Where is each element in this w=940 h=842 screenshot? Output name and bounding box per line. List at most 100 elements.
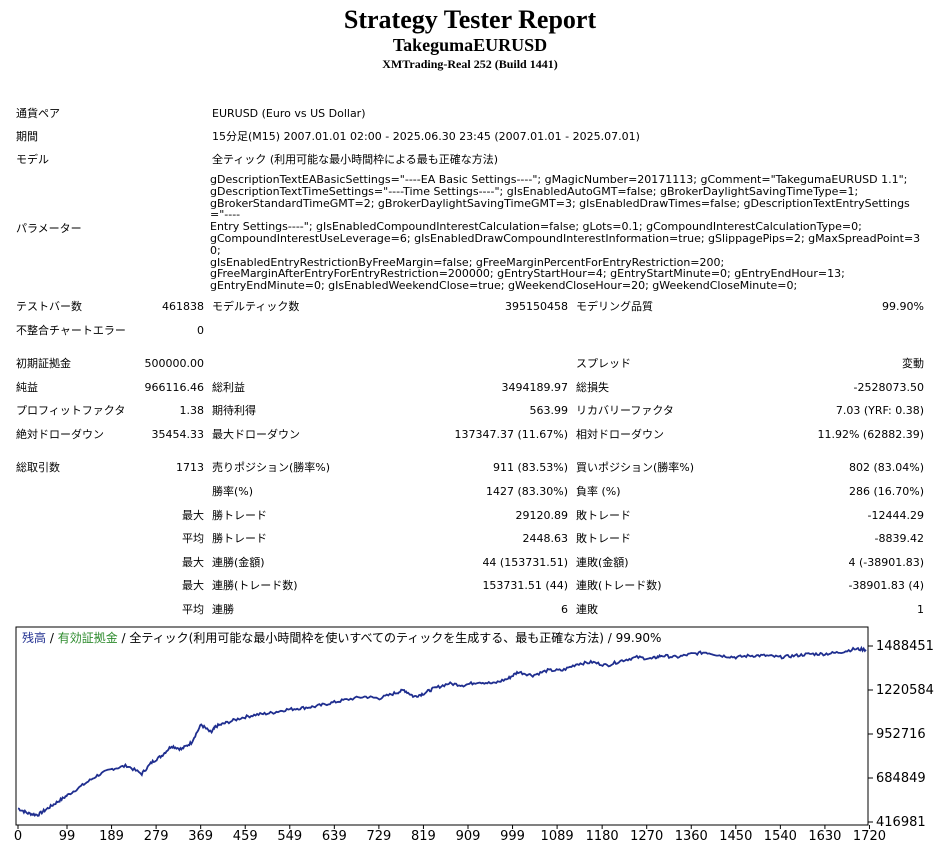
- x-tick-label: 189: [99, 829, 124, 842]
- abs-drawdown-label: 絶対ドローダウン: [16, 428, 104, 441]
- bars-label: テストバー数: [16, 300, 82, 313]
- symbol-value: EURUSD (Euro vs US Dollar): [212, 107, 366, 120]
- expected-payoff-label: 期待利得: [212, 404, 256, 417]
- max-label: 最大: [182, 556, 204, 569]
- report-title: Strategy Tester Report: [343, 5, 597, 34]
- avg-loss-value: -8839.42: [874, 532, 924, 545]
- expected-payoff-value: 563.99: [529, 404, 569, 417]
- consec-win-trades-label: 連勝(トレード数): [212, 579, 298, 592]
- ea-name: TakegumaEURUSD: [392, 35, 548, 55]
- win-trade-label: 勝トレード: [212, 509, 267, 522]
- y-tick-label: 1488451: [876, 639, 934, 654]
- balance-chart: 0 99 189 279 369 459 549 639 729 819 909 999 1089 118…: [14, 626, 934, 842]
- x-tick-label: 1450: [719, 829, 752, 842]
- consec-win-amount-value: 44 (153731.51): [482, 556, 568, 569]
- consec-loss-trades-label: 連敗(トレード数): [576, 579, 662, 592]
- net-profit-label: 純益: [16, 381, 38, 394]
- profit-factor-label: プロフィットファクタ: [16, 404, 126, 417]
- x-tick-label: 1630: [808, 829, 841, 842]
- x-tick-label: 819: [411, 829, 436, 842]
- chart-frame: [15, 626, 869, 826]
- x-tick-label: 549: [277, 829, 302, 842]
- quality-value: 99.90%: [882, 300, 924, 313]
- x-tick-label: 459: [233, 829, 258, 842]
- y-tick-label: 1220584: [876, 683, 934, 698]
- profit-factor-value: 1.38: [179, 404, 205, 417]
- y-tick-label: 952716: [876, 727, 926, 742]
- win-trade-label: 勝トレード: [212, 532, 267, 545]
- max-drawdown-label: 最大ドローダウン: [212, 428, 300, 441]
- x-tick-label: 0: [14, 829, 22, 842]
- x-tick-label: 1089: [541, 829, 574, 842]
- balance-series-line: [17, 645, 867, 818]
- loss-trade-label: 敗トレード: [576, 532, 631, 545]
- x-tick-label: 1540: [764, 829, 797, 842]
- params-label: パラメーター: [16, 222, 82, 235]
- max-win-value: 29120.89: [515, 509, 569, 522]
- legend-separator: /: [46, 631, 58, 645]
- short-positions-value: 911 (83.53%): [492, 461, 568, 474]
- legend-balance: 残高: [22, 631, 47, 645]
- params-line: gFreeMarginAfterEntryForEntryRestriction…: [210, 267, 845, 281]
- params-value: gDescriptionTextEABasicSettings="----EA …: [210, 174, 922, 292]
- legend-model: 全ティック(利用可能な最小時間枠を使いすべてのティックを生成する、最も正確な方法…: [129, 631, 604, 645]
- avg-label: 平均: [182, 532, 204, 545]
- params-line: gCompoundInterestUseLeverage=6; gIsEnabl…: [210, 231, 921, 257]
- y-tick-label: 416981: [876, 815, 926, 830]
- avg-consec-loss-value: 1: [917, 603, 924, 616]
- avg-consec-loss-label: 連敗: [576, 603, 598, 616]
- total-trades-label: 総取引数: [16, 461, 60, 474]
- legend-separator: /: [117, 631, 130, 645]
- rel-drawdown-label: 相対ドローダウン: [576, 428, 664, 441]
- params-line: gBrokerStandardTimeGMT=2; gBrokerDayligh…: [210, 196, 910, 222]
- max-drawdown-value: 137347.37 (11.67%): [454, 428, 568, 441]
- y-tick-label: 684849: [876, 771, 926, 786]
- deposit-label: 初期証拠金: [16, 357, 71, 370]
- x-tick-label: 1360: [675, 829, 708, 842]
- x-tick-label: 639: [322, 829, 347, 842]
- short-positions-label: 売りポジション(勝率%): [212, 461, 331, 474]
- deposit-value: 500000.00: [144, 357, 205, 370]
- gross-profit-label: 総利益: [212, 381, 245, 394]
- loss-rate-label: 負率 (%): [576, 485, 621, 498]
- y-axis-ticks: 1488451 1220584 952716 684849 416981: [868, 639, 934, 830]
- net-profit-value: 966116.46: [144, 381, 205, 394]
- recovery-factor-value: 7.03 (YRF: 0.38): [835, 404, 924, 417]
- model-label: モデル: [16, 153, 49, 166]
- params-line: gEntryEndMinute=0; gIsEnabledWeekendClos…: [210, 279, 798, 293]
- consec-loss-amount-label: 連敗(金額): [576, 556, 629, 569]
- x-tick-label: 1270: [630, 829, 663, 842]
- ticks-value: 395150458: [505, 300, 568, 313]
- legend-equity: 有効証拠金: [57, 631, 118, 645]
- recovery-factor-label: リカバリーファクタ: [576, 404, 674, 417]
- spread-value: 変動: [902, 357, 924, 370]
- x-tick-label: 1180: [586, 829, 619, 842]
- x-tick-label: 279: [144, 829, 169, 842]
- max-loss-value: -12444.29: [867, 509, 924, 522]
- params-line: Entry Settings----"; gIsEnabledCompoundI…: [210, 220, 862, 234]
- x-tick-label: 999: [500, 829, 525, 842]
- win-rate-value: 1427 (83.30%): [485, 485, 568, 498]
- bars-value: 461838: [162, 300, 204, 313]
- x-tick-label: 1720: [853, 829, 886, 842]
- broker-info: XMTrading-Real 252 (Build 1441): [382, 57, 558, 71]
- gross-loss-label: 総損失: [576, 381, 609, 394]
- max-label: 最大: [182, 509, 204, 522]
- params-line: gDescriptionTextEABasicSettings="----EA …: [210, 173, 908, 186]
- loss-trade-label: 敗トレード: [576, 509, 631, 522]
- consec-win-amount-label: 連勝(金額): [212, 556, 265, 569]
- gross-loss-value: -2528073.50: [853, 381, 924, 394]
- long-positions-label: 買いポジション(勝率%): [576, 461, 695, 474]
- legend-quality: 99.90%: [615, 631, 662, 645]
- ticks-label: モデルティック数: [212, 300, 300, 313]
- abs-drawdown-value: 35454.33: [151, 428, 205, 441]
- max-label: 最大: [182, 579, 204, 592]
- model-value: 全ティック (利用可能な最小時間枠による最も正確な方法): [212, 153, 499, 166]
- mismatch-value: 0: [197, 324, 204, 337]
- params-line: gIsEnabledEntryRestrictionByFreeMargin=f…: [210, 255, 725, 269]
- avg-label: 平均: [182, 603, 204, 616]
- consec-loss-amount-value: 4 (-38901.83): [848, 556, 924, 569]
- gross-profit-value: 3494189.97: [501, 381, 568, 394]
- period-value: 15分足(M15) 2007.01.01 02:00 - 2025.06.30 …: [212, 130, 640, 143]
- period-label: 期間: [16, 130, 38, 143]
